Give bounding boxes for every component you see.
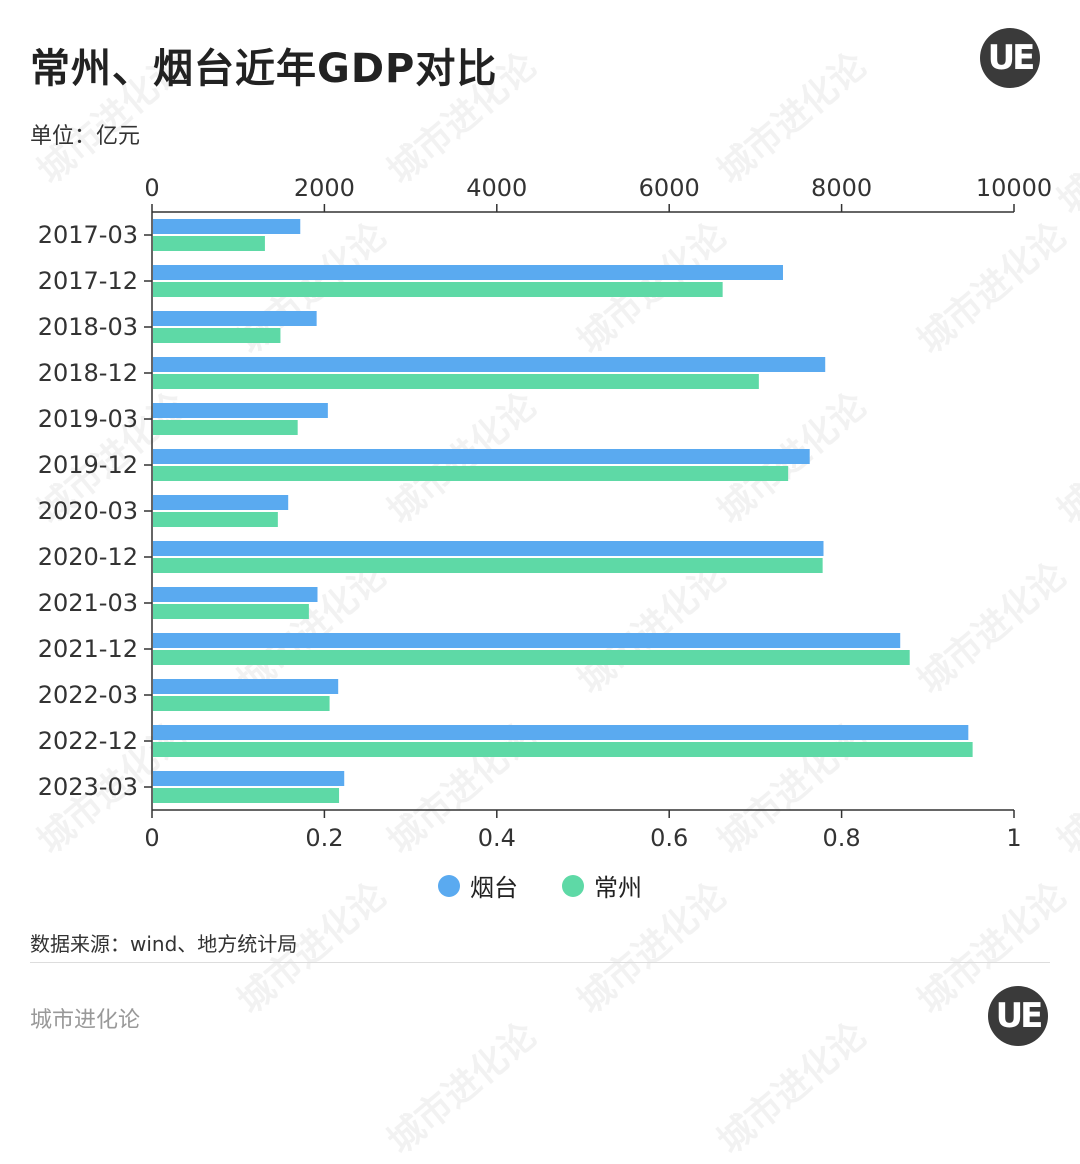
bar-changzhou bbox=[153, 788, 340, 803]
bar-changzhou bbox=[153, 650, 910, 665]
legend-label: 常州 bbox=[594, 874, 642, 902]
bar-changzhou bbox=[153, 328, 281, 343]
bottom-axis-tick-label: 1 bbox=[1006, 824, 1021, 852]
y-axis-category-label: 2023-03 bbox=[38, 773, 138, 801]
legend-label: 烟台 bbox=[470, 874, 518, 902]
bar-changzhou bbox=[153, 420, 298, 435]
bar-changzhou bbox=[153, 742, 973, 757]
bar-changzhou bbox=[153, 558, 823, 573]
y-axis-category-label: 2020-03 bbox=[38, 497, 138, 525]
data-source: 数据来源：wind、地方统计局 bbox=[30, 932, 298, 956]
y-axis-category-label: 2017-03 bbox=[38, 221, 138, 249]
y-axis-category-label: 2022-03 bbox=[38, 681, 138, 709]
bar-yantai bbox=[153, 265, 783, 280]
bottom-axis-tick-label: 0.2 bbox=[305, 824, 343, 852]
top-axis-tick-label: 4000 bbox=[466, 174, 527, 202]
bottom-axis-tick-label: 0.8 bbox=[823, 824, 861, 852]
bar-changzhou bbox=[153, 282, 723, 297]
y-axis-category-label: 2018-03 bbox=[38, 313, 138, 341]
legend-dot-icon bbox=[562, 874, 584, 897]
legend: 烟台 常州 bbox=[0, 868, 1080, 903]
bar-yantai bbox=[153, 219, 301, 234]
bar-yantai bbox=[153, 725, 969, 740]
bar-changzhou bbox=[153, 696, 330, 711]
top-axis-tick-label: 6000 bbox=[639, 174, 700, 202]
y-axis-category-label: 2020-12 bbox=[38, 543, 138, 571]
bar-yantai bbox=[153, 403, 328, 418]
legend-dot-icon bbox=[438, 874, 460, 897]
bottom-axis-tick-label: 0 bbox=[144, 824, 159, 852]
bar-yantai bbox=[153, 357, 826, 372]
bar-yantai bbox=[153, 679, 339, 694]
divider bbox=[30, 962, 1050, 963]
bar-chart: 0 2000 4000 6000 8000 10000 0 0.2 0.4 0.6 0.8 1 2017… bbox=[38, 174, 1052, 852]
legend-item-changzhou[interactable]: 常州 bbox=[562, 868, 642, 903]
bar-changzhou bbox=[153, 374, 759, 389]
top-axis-tick-label: 8000 bbox=[811, 174, 872, 202]
chart-title: 常州、烟台近年GDP对比 bbox=[30, 46, 498, 92]
y-axis-category-label: 2019-03 bbox=[38, 405, 138, 433]
bottom-axis-tick-label: 0.4 bbox=[478, 824, 516, 852]
bar-changzhou bbox=[153, 466, 789, 481]
bar-yantai bbox=[153, 587, 318, 602]
y-axis-category-label: 2022-12 bbox=[38, 727, 138, 755]
brand-logo: UE bbox=[988, 986, 1048, 1046]
top-axis-tick-label: 0 bbox=[144, 174, 159, 202]
y-axis-category-label: 2018-12 bbox=[38, 359, 138, 387]
bar-yantai bbox=[153, 771, 345, 786]
y-axis-category-label: 2017-12 bbox=[38, 267, 138, 295]
bar-changzhou bbox=[153, 604, 309, 619]
top-axis-tick-label: 10000 bbox=[976, 174, 1052, 202]
bar-yantai bbox=[153, 495, 289, 510]
bar-yantai bbox=[153, 633, 901, 648]
bar-yantai bbox=[153, 541, 824, 556]
bar-yantai bbox=[153, 311, 317, 326]
brand-logo: UE bbox=[980, 28, 1040, 88]
bar-changzhou bbox=[153, 236, 265, 251]
y-axis-category-label: 2019-12 bbox=[38, 451, 138, 479]
unit-label: 单位：亿元 bbox=[30, 124, 141, 149]
bar-changzhou bbox=[153, 512, 278, 527]
brand-name: 城市进化论 bbox=[30, 1008, 141, 1033]
y-axis-category-label: 2021-12 bbox=[38, 635, 138, 663]
bar-yantai bbox=[153, 449, 810, 464]
legend-item-yantai[interactable]: 烟台 bbox=[438, 868, 518, 903]
top-axis-tick-label: 2000 bbox=[294, 174, 355, 202]
y-axis-category-label: 2021-03 bbox=[38, 589, 138, 617]
bottom-axis-tick-label: 0.6 bbox=[650, 824, 688, 852]
